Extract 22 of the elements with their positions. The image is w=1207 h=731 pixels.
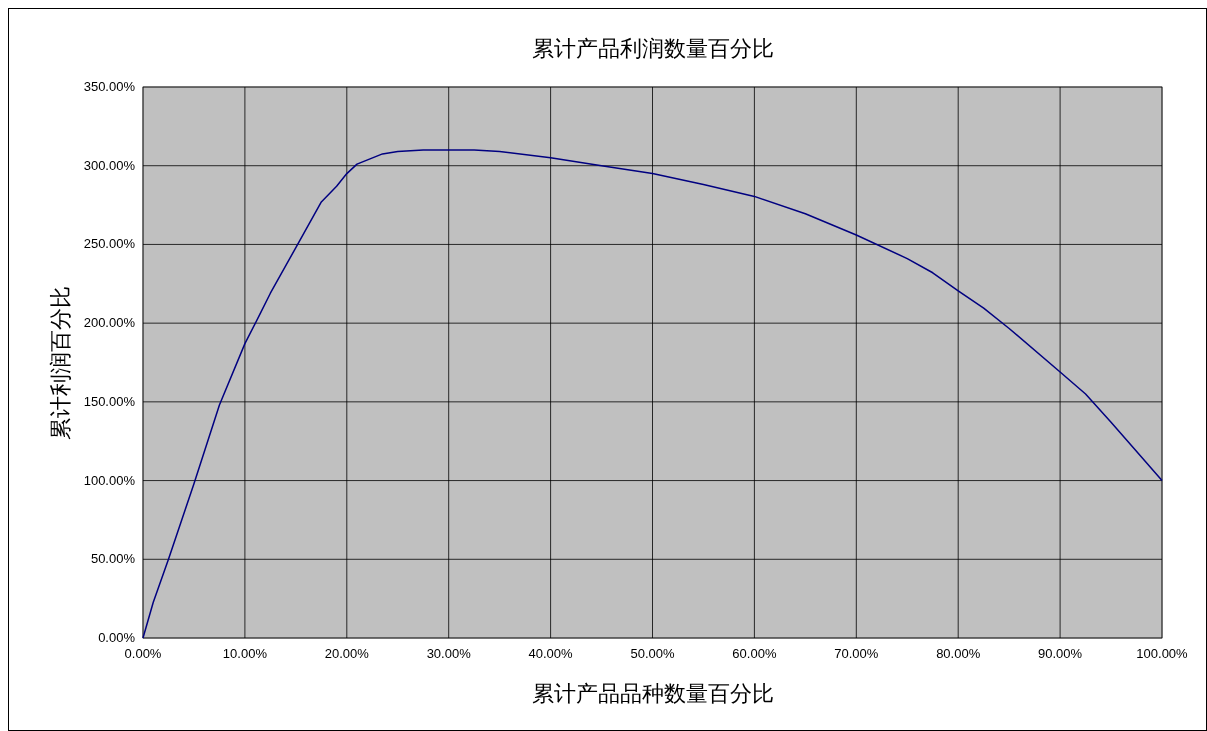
chart-title: 累计产品利润数量百分比: [531, 36, 774, 61]
x-tick-label: 100.00%: [1136, 646, 1189, 661]
y-axis-title: 累计利润百分比: [48, 285, 73, 440]
x-tick-label: 10.00%: [222, 646, 268, 661]
x-tick-label: 40.00%: [528, 646, 574, 661]
x-tick-label: 0.00%: [124, 646, 162, 661]
x-tick-label: 30.00%: [426, 646, 472, 661]
x-tick-label: 70.00%: [834, 646, 879, 661]
y-tick-label: 200.00%: [83, 315, 136, 331]
x-tick-label: 90.00%: [1038, 646, 1083, 661]
y-tick-label: 0.00%: [98, 630, 136, 645]
x-tick-label: 20.00%: [324, 646, 370, 661]
x-tick-label: 80.00%: [936, 646, 981, 661]
y-tick-label: 350.00%: [83, 79, 136, 94]
y-tick-label: 250.00%: [83, 236, 136, 252]
x-tick-label: 50.00%: [630, 646, 675, 661]
y-tick-label: 300.00%: [83, 157, 136, 173]
y-tick-label: 100.00%: [83, 472, 136, 488]
x-axis-title: 累计产品品种数量百分比: [531, 681, 774, 706]
x-tick-label: 60.00%: [732, 646, 777, 661]
y-tick-label: 50.00%: [90, 551, 136, 567]
y-tick-label: 150.00%: [83, 393, 136, 409]
